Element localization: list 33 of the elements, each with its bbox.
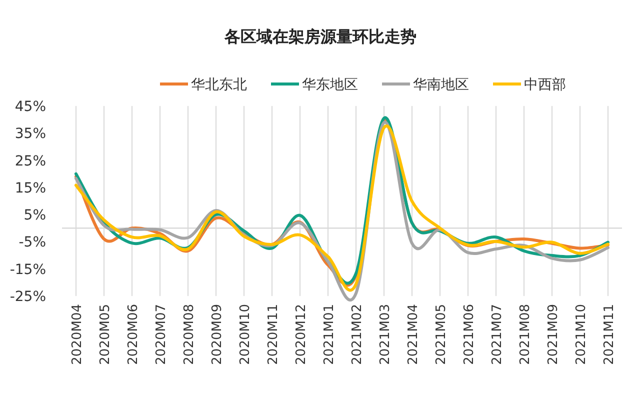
x-tick-label: 2020M06	[126, 304, 141, 365]
y-tick-label: 15%	[14, 180, 46, 196]
x-tick-label: 2020M11	[266, 304, 281, 365]
x-tick-label: 2021M09	[546, 304, 561, 365]
x-tick-label: 2021M05	[434, 304, 449, 365]
y-tick-label: 35%	[14, 126, 46, 142]
x-tick-label: 2020M07	[154, 304, 169, 365]
x-tick-label: 2020M10	[238, 304, 253, 365]
y-tick-label: 45%	[14, 99, 46, 115]
x-tick-label: 2021M10	[574, 304, 589, 365]
x-tick-label: 2021M08	[518, 304, 533, 365]
y-tick-label: 25%	[14, 153, 46, 170]
y-tick-label: -5%	[18, 234, 46, 251]
y-tick-label: -25%	[10, 289, 46, 305]
x-tick-label: 2021M02	[350, 304, 365, 365]
y-tick-label: -15%	[10, 262, 46, 278]
chart-title: 各区域在架房源量环比走势	[224, 27, 416, 46]
legend-label: 华北东北	[191, 77, 247, 93]
legend-label: 华南地区	[413, 77, 469, 93]
x-tick-label: 2021M01	[322, 304, 337, 365]
x-tick-label: 2021M11	[602, 304, 617, 365]
x-tick-label: 2021M07	[490, 304, 505, 365]
x-tick-label: 2021M03	[378, 304, 393, 365]
x-tick-label: 2020M04	[70, 304, 85, 365]
x-tick-label: 2021M06	[462, 304, 477, 365]
y-tick-label: 5%	[24, 208, 46, 224]
x-tick-label: 2020M09	[210, 304, 225, 365]
legend-label: 华东地区	[302, 77, 358, 93]
x-tick-label: 2020M05	[98, 304, 113, 365]
legend-label: 中西部	[524, 77, 566, 93]
x-tick-label: 2020M12	[294, 304, 309, 365]
x-tick-label: 2020M08	[182, 304, 197, 365]
x-tick-label: 2021M04	[406, 304, 421, 365]
